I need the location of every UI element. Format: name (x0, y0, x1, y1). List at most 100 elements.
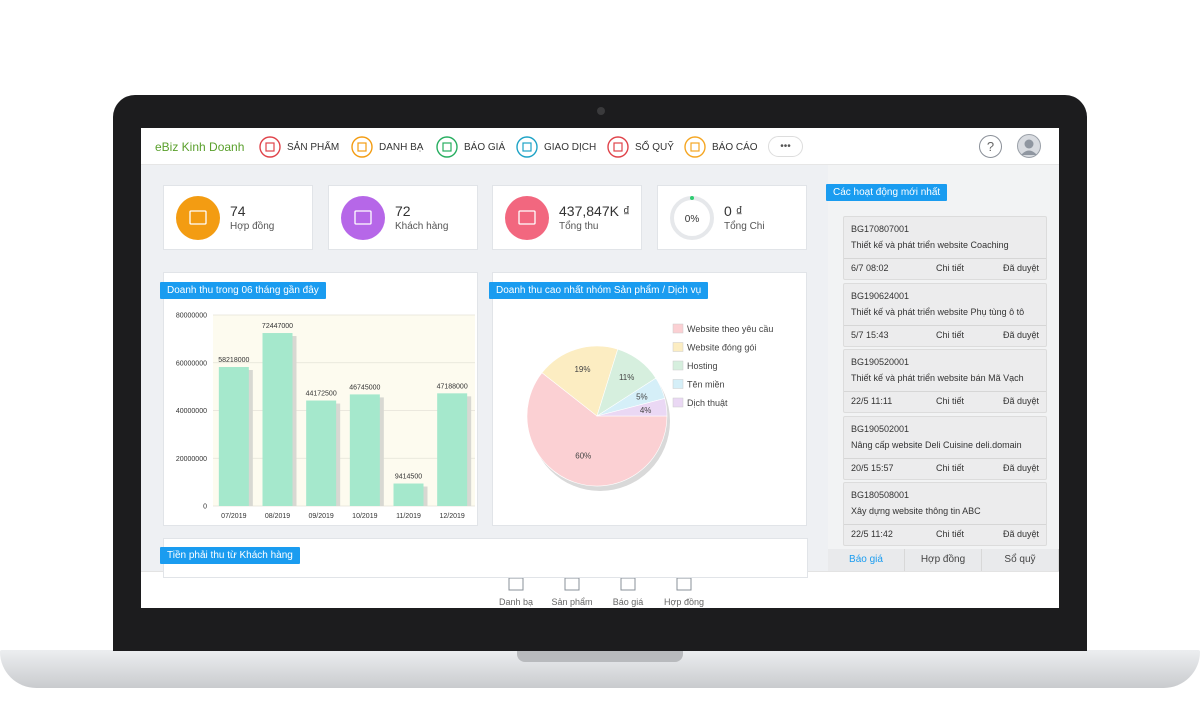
bottom-nav-label: Danh bạ (498, 597, 534, 607)
bottom-nav-item[interactable]: Sản phẩm (549, 576, 595, 607)
activity-desc: Xây dựng website thông tin ABC (851, 506, 981, 516)
legend-swatch (672, 323, 684, 334)
activity-divider (844, 524, 1046, 525)
stat-icon-glyph (189, 210, 207, 225)
nav-icon (259, 136, 281, 158)
nav-icon (607, 136, 629, 158)
activity-divider (844, 457, 1046, 459)
pie-slice (596, 398, 668, 417)
legend-label: Website đóng gói (687, 343, 756, 353)
activity-card[interactable]: BG180508001 Xây dựng website thông tin AB… (843, 482, 1047, 546)
stat-icon-bg (341, 196, 385, 240)
bottom-nav-glyph (508, 577, 524, 591)
x-tick-label: 11/2019 (396, 513, 421, 520)
help-button[interactable]: ? (979, 135, 1002, 158)
avatar[interactable] (1017, 134, 1041, 158)
activity-desc: Thiết kế và phát triển website bán Mã Vạ… (851, 373, 1024, 383)
nav-icon-glyph (613, 142, 623, 152)
bottom-nav-glyph (564, 577, 580, 591)
stat-label: Hợp đồng (230, 221, 275, 232)
activity-code: BG190624001 (851, 290, 910, 301)
bar (349, 394, 380, 506)
stat-value: 72 (395, 203, 411, 219)
legend-label: Dịch thuật (687, 398, 728, 408)
activity-card[interactable]: BG170807001 Thiết kế và phát triển websit… (843, 216, 1047, 280)
activity-tab[interactable]: Sổ quỹ (982, 549, 1059, 571)
more-button[interactable]: ••• (768, 136, 803, 157)
legend-swatch (672, 397, 684, 408)
chart-panel: Doanh thu trong 06 tháng gần đây 0 2000000… (160, 272, 478, 526)
nav-item[interactable]: SỔ QUỸ (607, 135, 674, 159)
nav-icon-glyph (357, 142, 367, 152)
stat-label: Khách hàng (395, 221, 449, 232)
nav-icon-glyph (265, 142, 275, 152)
activity-divider (844, 324, 1046, 326)
nav-item[interactable]: GIAO DỊCH (516, 135, 596, 159)
nav-item[interactable]: DANH BẠ (351, 135, 423, 159)
activity-detail[interactable]: Chi tiết (936, 529, 965, 539)
legend-swatch (672, 342, 684, 352)
activity-desc: Thiết kế và phát triển website Phụ tùng … (851, 306, 1025, 317)
nav-icon (684, 136, 706, 158)
activity-code: BG170807001 (851, 224, 910, 234)
brand[interactable]: eBiz Kinh Doanh (155, 140, 245, 154)
activity-detail[interactable]: Chi tiết (936, 329, 965, 340)
bottom-nav-label: Sản phẩm (551, 597, 593, 607)
nav-icon-glyph (522, 142, 532, 152)
nav-icon-glyph (442, 142, 452, 152)
activity-time: 22/5 11:42 (851, 529, 893, 539)
nav-label: BÁO CÁO (712, 141, 758, 153)
stat-card[interactable]: 437,847K ₫ Tổng thu (492, 185, 642, 250)
nav-item[interactable]: BÁO GIÁ (436, 135, 505, 159)
stat-icon-bg (176, 196, 220, 240)
bottom-nav-icon (508, 577, 524, 591)
activity-card[interactable]: BG190624001 Thiết kế và phát triển websit… (843, 282, 1047, 347)
activity-status: Đã duyệt (1002, 529, 1039, 539)
activity-card[interactable]: BG190502001 Nâng cấp website Deli Cuisine… (843, 415, 1047, 480)
x-tick-label: 12/2019 (440, 513, 465, 520)
bottom-nav-label: Báo giá (612, 597, 644, 607)
stat-value: 74 (230, 203, 246, 219)
stat-card[interactable]: 74 Hợp đồng (163, 185, 313, 250)
nav-icon-ring (607, 136, 629, 158)
stat-card[interactable]: 72 Khách hàng (328, 185, 478, 250)
activity-tab[interactable]: Báo giá (828, 549, 905, 571)
legend-label: Tên miền (687, 380, 725, 390)
activity-detail[interactable]: Chi tiết (936, 263, 965, 273)
x-tick-label: 10/2019 (352, 513, 377, 520)
nav-icon-ring (436, 136, 458, 158)
bottom-nav-item[interactable]: Hợp đồng (661, 576, 707, 607)
slice-label: 4% (640, 406, 652, 415)
activity-detail[interactable]: Chi tiết (936, 462, 965, 473)
nav-icon-ring (351, 136, 373, 158)
nav-icon-glyph (690, 142, 700, 152)
receivable-panel: Tiền phải thu từ Khách hàng (160, 538, 808, 578)
bottom-nav-item[interactable]: Danh bạ (493, 576, 539, 607)
value-label: 9414500 (395, 474, 422, 481)
y-tick-label: 40000000 (176, 408, 207, 415)
nav-item[interactable]: SẢN PHẨM (259, 135, 339, 159)
activity-title: Các hoạt động mới nhất (826, 184, 948, 201)
activity-code: BG190520001 (851, 357, 910, 367)
camera (597, 107, 605, 115)
value-label: 44172500 (306, 391, 337, 398)
bottom-nav-item[interactable]: Báo giá (605, 576, 651, 607)
chart: 60% Website theo yêu cầu 19% Website đóng g… (526, 323, 773, 491)
nav-icon-ring (516, 136, 538, 158)
nav-icon-ring (259, 136, 281, 158)
activity-card[interactable]: BG190520001 Thiết kế và phát triển websit… (843, 349, 1047, 413)
chart: 0 20000000 40000000 60000000 80000000 5821800… (176, 313, 475, 520)
avatar-head (1024, 139, 1034, 149)
activity-desc: Thiết kế và phát triển website Coaching (851, 240, 1009, 250)
activity-tab[interactable]: Hợp đồng (905, 549, 982, 571)
activity-status: Đã duyệt (1002, 396, 1039, 406)
stat-value: 437,847K ₫ (559, 203, 631, 219)
nav-icon-ring (684, 136, 706, 158)
stat-card[interactable]: 0% 0 ₫ Tổng Chi (657, 185, 807, 250)
nav-label: SẢN PHẨM (287, 141, 340, 153)
legend-label: Website theo yêu cầu (687, 324, 773, 334)
chart-title: Doanh thu trong 06 tháng gần đây (160, 282, 326, 299)
nav-item[interactable]: BÁO CÁO (684, 135, 758, 159)
activity-detail[interactable]: Chi tiết (936, 396, 965, 406)
